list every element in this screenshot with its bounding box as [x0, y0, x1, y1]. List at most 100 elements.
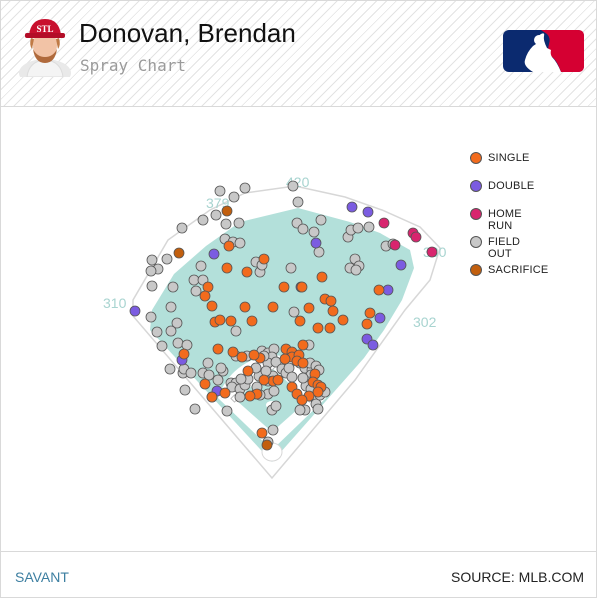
- point-double[interactable]: [395, 259, 407, 271]
- point-single[interactable]: [303, 302, 315, 314]
- point-single[interactable]: [244, 390, 256, 402]
- point-single[interactable]: [373, 284, 385, 296]
- point-field-out[interactable]: [294, 404, 306, 416]
- point-field-out[interactable]: [151, 326, 163, 338]
- point-double[interactable]: [374, 312, 386, 324]
- point-field-out[interactable]: [315, 214, 327, 226]
- point-single[interactable]: [241, 266, 253, 278]
- point-single[interactable]: [279, 353, 291, 365]
- point-double[interactable]: [362, 206, 374, 218]
- point-single[interactable]: [296, 394, 308, 406]
- point-field-out[interactable]: [190, 285, 202, 297]
- point-field-out[interactable]: [287, 180, 299, 192]
- point-single[interactable]: [256, 427, 268, 439]
- point-field-out[interactable]: [234, 237, 246, 249]
- point-double[interactable]: [208, 248, 220, 260]
- point-field-out[interactable]: [285, 262, 297, 274]
- point-single[interactable]: [212, 343, 224, 355]
- point-field-out[interactable]: [268, 385, 280, 397]
- point-field-out[interactable]: [297, 223, 309, 235]
- point-field-out[interactable]: [146, 280, 158, 292]
- point-double[interactable]: [367, 339, 379, 351]
- point-field-out[interactable]: [145, 265, 157, 277]
- point-home-run[interactable]: [426, 246, 438, 258]
- point-double[interactable]: [346, 201, 358, 213]
- point-field-out[interactable]: [179, 384, 191, 396]
- point-field-out[interactable]: [146, 254, 158, 266]
- point-field-out[interactable]: [214, 185, 226, 197]
- point-field-out[interactable]: [185, 367, 197, 379]
- point-sacrifice[interactable]: [261, 439, 273, 451]
- point-single[interactable]: [327, 305, 339, 317]
- point-single[interactable]: [206, 391, 218, 403]
- point-single[interactable]: [178, 348, 190, 360]
- point-single[interactable]: [361, 318, 373, 330]
- point-field-out[interactable]: [188, 274, 200, 286]
- point-single[interactable]: [296, 281, 308, 293]
- point-field-out[interactable]: [286, 371, 298, 383]
- point-double[interactable]: [310, 237, 322, 249]
- point-single[interactable]: [236, 351, 248, 363]
- point-field-out[interactable]: [165, 325, 177, 337]
- point-single[interactable]: [227, 346, 239, 358]
- point-single[interactable]: [267, 301, 279, 313]
- point-field-out[interactable]: [297, 372, 309, 384]
- point-single[interactable]: [225, 315, 237, 327]
- point-double[interactable]: [129, 305, 141, 317]
- point-field-out[interactable]: [308, 226, 320, 238]
- point-single[interactable]: [246, 315, 258, 327]
- point-field-out[interactable]: [292, 196, 304, 208]
- point-field-out[interactable]: [212, 374, 224, 386]
- point-single[interactable]: [206, 300, 218, 312]
- point-field-out[interactable]: [235, 373, 247, 385]
- point-double[interactable]: [382, 284, 394, 296]
- point-single[interactable]: [219, 387, 231, 399]
- point-single[interactable]: [258, 253, 270, 265]
- point-single[interactable]: [214, 314, 226, 326]
- point-single[interactable]: [248, 349, 260, 361]
- point-field-out[interactable]: [352, 222, 364, 234]
- point-field-out[interactable]: [203, 369, 215, 381]
- point-field-out[interactable]: [156, 340, 168, 352]
- point-field-out[interactable]: [215, 362, 227, 374]
- point-single[interactable]: [312, 386, 324, 398]
- point-field-out[interactable]: [260, 365, 272, 377]
- point-field-out[interactable]: [288, 306, 300, 318]
- point-single[interactable]: [278, 281, 290, 293]
- point-field-out[interactable]: [350, 264, 362, 276]
- point-home-run[interactable]: [378, 217, 390, 229]
- point-field-out[interactable]: [363, 221, 375, 233]
- point-field-out[interactable]: [239, 182, 251, 194]
- point-single[interactable]: [337, 314, 349, 326]
- point-field-out[interactable]: [145, 311, 157, 323]
- point-field-out[interactable]: [161, 253, 173, 265]
- point-field-out[interactable]: [283, 362, 295, 374]
- point-single[interactable]: [199, 290, 211, 302]
- point-single[interactable]: [297, 357, 309, 369]
- point-field-out[interactable]: [176, 222, 188, 234]
- point-single[interactable]: [324, 322, 336, 334]
- point-field-out[interactable]: [167, 281, 179, 293]
- point-field-out[interactable]: [164, 363, 176, 375]
- point-field-out[interactable]: [234, 391, 246, 403]
- point-field-out[interactable]: [197, 214, 209, 226]
- point-single[interactable]: [199, 378, 211, 390]
- point-field-out[interactable]: [172, 337, 184, 349]
- point-field-out[interactable]: [230, 325, 242, 337]
- point-single[interactable]: [258, 374, 270, 386]
- point-single[interactable]: [202, 281, 214, 293]
- point-home-run[interactable]: [410, 231, 422, 243]
- point-single[interactable]: [297, 339, 309, 351]
- point-field-out[interactable]: [210, 209, 222, 221]
- point-field-out[interactable]: [181, 339, 193, 351]
- point-single[interactable]: [221, 262, 233, 274]
- point-field-out[interactable]: [270, 400, 282, 412]
- point-field-out[interactable]: [165, 301, 177, 313]
- point-field-out[interactable]: [221, 405, 233, 417]
- point-field-out[interactable]: [233, 217, 245, 229]
- point-sacrifice[interactable]: [221, 205, 233, 217]
- savant-link[interactable]: SAVANT: [15, 569, 69, 585]
- point-field-out[interactable]: [195, 260, 207, 272]
- point-single[interactable]: [325, 295, 337, 307]
- point-field-out[interactable]: [189, 403, 201, 415]
